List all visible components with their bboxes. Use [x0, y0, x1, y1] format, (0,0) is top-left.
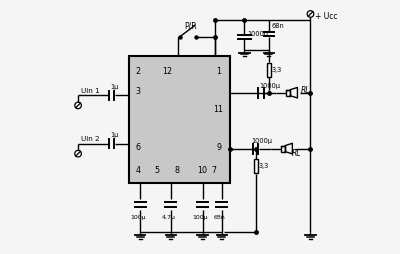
Text: 1000µ: 1000µ	[251, 138, 272, 145]
Text: 7: 7	[212, 166, 216, 175]
Text: 100µ: 100µ	[192, 215, 208, 220]
Text: 1: 1	[216, 67, 222, 76]
Text: 12: 12	[162, 67, 172, 76]
Bar	[129, 56, 230, 183]
Bar	[254, 160, 258, 173]
Text: 1µ: 1µ	[110, 132, 118, 138]
Text: 8: 8	[175, 166, 180, 175]
Text: 100µ: 100µ	[130, 215, 146, 220]
Text: Uin 1: Uin 1	[81, 88, 99, 94]
Text: 4: 4	[135, 166, 140, 175]
Text: 1µ: 1µ	[110, 84, 118, 90]
Bar	[266, 63, 271, 77]
Text: 6: 6	[135, 143, 140, 152]
Text: 1000µ: 1000µ	[259, 83, 280, 89]
Text: P/R: P/R	[184, 22, 197, 30]
Text: 3,3: 3,3	[259, 163, 269, 169]
Text: 9: 9	[216, 143, 222, 152]
Text: + Ucc: + Ucc	[315, 12, 338, 21]
Bar	[281, 146, 285, 152]
Text: RL: RL	[292, 149, 301, 158]
Text: 5: 5	[154, 166, 160, 175]
Text: 3,3: 3,3	[272, 67, 282, 73]
Text: 68n: 68n	[214, 215, 226, 220]
Text: 3: 3	[135, 87, 140, 96]
Text: 4,7µ: 4,7µ	[161, 215, 175, 220]
Text: 10: 10	[198, 166, 208, 175]
Text: Uin 2: Uin 2	[81, 136, 99, 142]
Text: 11: 11	[213, 105, 223, 114]
Text: 2: 2	[135, 67, 140, 76]
Text: 68n: 68n	[271, 23, 284, 29]
Text: 1000µ: 1000µ	[248, 31, 268, 37]
Bar	[286, 90, 290, 96]
Text: RL: RL	[300, 86, 310, 95]
